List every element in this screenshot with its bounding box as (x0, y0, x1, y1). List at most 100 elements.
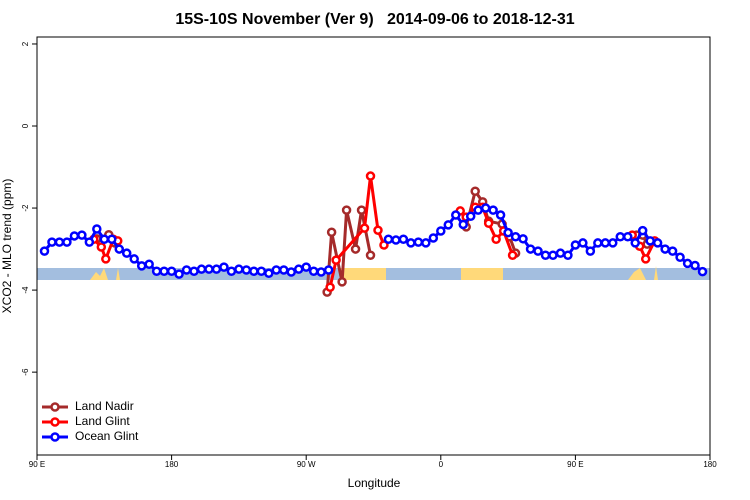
data-point (593, 238, 603, 248)
data-point (548, 250, 558, 260)
data-point (129, 254, 139, 264)
data-point (62, 237, 72, 247)
data-point (491, 234, 501, 244)
data-point (365, 171, 376, 181)
data-point (196, 264, 207, 274)
data-point (181, 265, 192, 275)
data-point (697, 266, 708, 277)
data-point (256, 266, 267, 276)
data-point (436, 226, 446, 236)
legend-label: Ocean Glint (75, 429, 139, 443)
y-axis-title: XCO2 - MLO trend (ppm) (0, 179, 14, 314)
data-point (211, 264, 222, 274)
data-point (331, 255, 341, 265)
data-point (350, 244, 361, 254)
data-point (234, 264, 244, 274)
data-point (316, 267, 326, 277)
data-point (555, 248, 566, 258)
data-point (660, 244, 670, 254)
legend-label: Land Nadir (75, 399, 134, 413)
x-tick-label: 90 E (567, 460, 583, 469)
data-point (510, 232, 521, 242)
data-point (645, 236, 655, 246)
data-point (323, 265, 334, 275)
data-point (341, 205, 352, 215)
data-point (652, 238, 663, 248)
land-band (461, 268, 503, 280)
data-point (391, 235, 401, 245)
data-point (525, 244, 536, 254)
data-point (325, 282, 335, 292)
data-point (279, 265, 289, 275)
data-point (144, 259, 154, 270)
data-point (174, 269, 184, 279)
data-point (159, 266, 169, 276)
legend-marker (50, 402, 60, 412)
data-point (483, 218, 494, 228)
x-tick-label: 90 E (29, 460, 45, 469)
data-point (458, 219, 468, 230)
data-point (337, 277, 347, 287)
chart-title: 15S-10S November (Ver 9) 2014-09-06 to 2… (175, 11, 574, 28)
data-point (622, 232, 633, 242)
data-point (356, 205, 367, 215)
data-point (264, 268, 274, 279)
data-point (77, 230, 87, 240)
data-point (39, 246, 50, 256)
data-point (428, 233, 439, 243)
data-point (480, 203, 491, 213)
data-point (301, 262, 311, 272)
data-point (365, 250, 376, 260)
legend-marker (50, 417, 60, 427)
data-point (473, 205, 483, 215)
data-point (465, 211, 476, 222)
data-point (421, 238, 431, 248)
x-tick-label: 0 (439, 460, 444, 469)
land-spike (654, 266, 658, 280)
data-point (114, 244, 125, 254)
x-tick-label: 180 (703, 460, 717, 469)
data-point (241, 265, 252, 275)
data-point (413, 237, 424, 247)
data-point (615, 232, 626, 242)
data-point (69, 231, 80, 241)
y-tick-label: -6 (21, 368, 30, 376)
data-point (92, 224, 102, 234)
data-point (383, 234, 394, 244)
data-point (470, 186, 480, 196)
data-point (690, 260, 700, 271)
data-point (286, 267, 296, 277)
data-point (326, 227, 337, 238)
data-point (495, 210, 506, 220)
data-point (136, 261, 147, 271)
data-point (219, 262, 229, 272)
land-spike (90, 268, 108, 280)
data-point (600, 238, 611, 248)
data-point (121, 248, 132, 258)
data-point (451, 210, 461, 220)
data-point (488, 205, 498, 215)
data-point (96, 242, 107, 252)
data-point (293, 264, 304, 274)
x-tick-label: 180 (165, 460, 179, 469)
data-point (271, 265, 282, 275)
data-point (189, 266, 199, 276)
data-point (667, 246, 678, 256)
data-point (675, 252, 685, 263)
data-point (563, 250, 573, 260)
data-point (226, 266, 237, 276)
data-point (204, 264, 214, 274)
data-point (630, 238, 640, 248)
data-point (379, 240, 389, 250)
data-point (518, 234, 528, 244)
legend-marker (50, 432, 60, 442)
data-point (107, 234, 117, 244)
data-point (578, 238, 588, 248)
data-point (443, 220, 454, 230)
land-spike (628, 268, 646, 280)
data-point (533, 246, 543, 256)
data-point (637, 225, 648, 236)
series (39, 203, 708, 279)
data-point (585, 246, 596, 256)
